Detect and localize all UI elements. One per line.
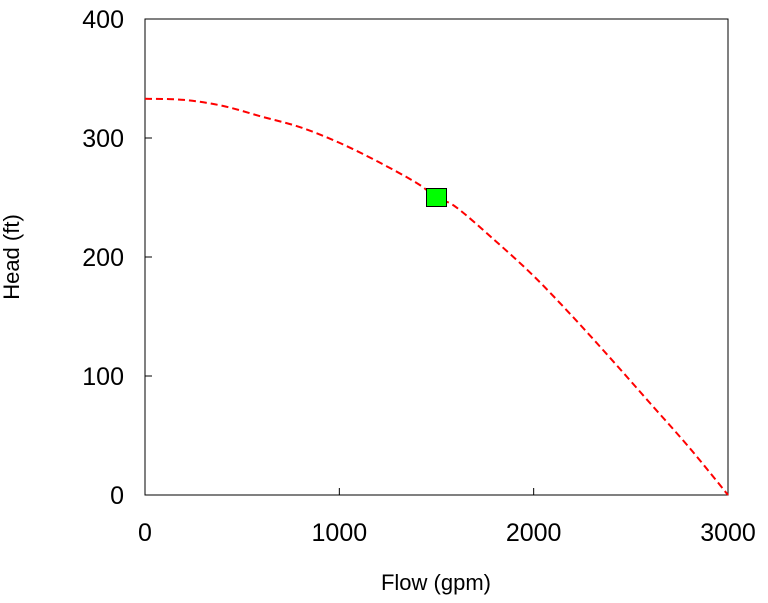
y-axis-ticks: 0 100 200 300 400 [82,6,152,510]
x-tick-label: 3000 [700,519,756,547]
y-tick-label: 200 [82,244,124,272]
operating-point-marker [426,188,447,207]
series-layer [144,97,729,496]
plot-frame [144,18,729,496]
x-axis-ticks: 0 1000 2000 3000 [138,488,756,547]
y-tick-label: 0 [110,482,124,510]
x-tick-label: 2000 [506,519,562,547]
y-tick-label: 300 [82,125,124,153]
x-tick-label: 1000 [312,519,368,547]
y-axis-title: Head (ft) [0,214,24,300]
marker-layer [426,188,447,207]
x-tick-label: 0 [138,519,152,547]
head-curve-line [144,97,729,496]
y-tick-label: 100 [82,363,124,391]
y-tick-label: 400 [82,6,124,34]
x-axis-title: Flow (gpm) [381,570,491,595]
